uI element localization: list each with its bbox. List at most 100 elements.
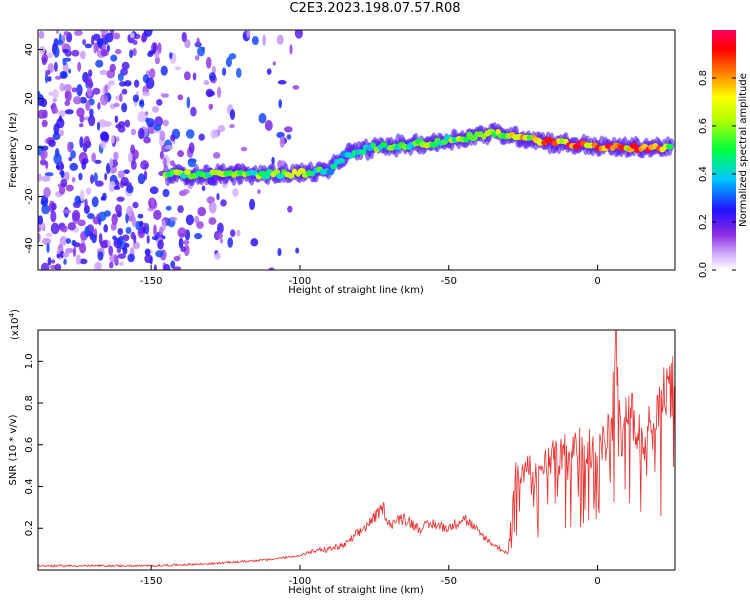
- noise-point: [197, 46, 205, 57]
- noise-point: [196, 37, 200, 47]
- noise-point: [41, 175, 51, 182]
- noise-point: [139, 99, 145, 105]
- snr-line-group: [38, 330, 675, 568]
- noise-point: [180, 246, 187, 253]
- noise-point: [249, 198, 256, 211]
- noise-point: [97, 102, 101, 110]
- ridge-point: [309, 170, 316, 177]
- noise-point: [100, 140, 107, 149]
- noise-point: [117, 121, 126, 128]
- noise-point: [79, 189, 85, 202]
- noise-point: [225, 56, 233, 68]
- noise-point: [60, 170, 65, 179]
- x-tick-label: -100: [289, 576, 312, 587]
- noise-point: [182, 240, 190, 245]
- noise-point: [50, 210, 57, 223]
- spectrogram-x-axis: -150 -100 -50 0: [140, 265, 601, 287]
- noise-point: [129, 32, 135, 39]
- noise-point: [177, 205, 184, 214]
- noise-point: [164, 144, 174, 150]
- noise-point: [115, 204, 122, 214]
- noise-point: [53, 153, 62, 165]
- noise-point: [120, 176, 130, 187]
- noise-point: [91, 35, 95, 46]
- noise-point: [60, 178, 68, 188]
- noise-point: [110, 135, 115, 144]
- noise-point: [109, 63, 116, 73]
- noise-point: [236, 229, 241, 237]
- noise-point: [154, 56, 160, 65]
- noise-point: [75, 254, 81, 265]
- noise-point: [95, 180, 104, 187]
- noise-point: [219, 238, 224, 244]
- noise-point: [216, 86, 222, 99]
- noise-point: [85, 100, 91, 112]
- noise-point: [98, 232, 103, 245]
- noise-point: [130, 144, 135, 156]
- noise-point: [153, 209, 162, 221]
- snr-y-label: SNR (10 * v/v): [8, 414, 19, 485]
- noise-point: [130, 128, 137, 136]
- noise-point: [52, 88, 59, 99]
- noise-point: [39, 159, 47, 166]
- noise-point: [79, 50, 86, 60]
- noise-point: [72, 246, 77, 258]
- noise-point: [92, 87, 101, 95]
- noise-point: [71, 177, 76, 183]
- colorbar: 0.0 0.2 0.4 0.6 0.8 Normalized spectral ampl…: [698, 30, 749, 278]
- noise-point: [109, 157, 114, 168]
- noise-point: [71, 209, 81, 222]
- noise-point: [68, 156, 73, 162]
- noise-point: [86, 213, 95, 220]
- noise-point: [178, 237, 184, 249]
- noise-point: [160, 65, 168, 76]
- noise-point: [284, 126, 293, 133]
- noise-point: [113, 151, 119, 161]
- noise-point: [91, 234, 97, 244]
- spectral-ridge: [162, 122, 675, 187]
- x-tick-label: -150: [140, 576, 163, 587]
- noise-point: [287, 205, 293, 213]
- ridge-point: [326, 168, 335, 175]
- noise-point: [68, 68, 72, 74]
- y-tick-label: 40: [24, 43, 35, 56]
- noise-point: [217, 124, 225, 133]
- noise-point: [63, 258, 67, 265]
- noise-point: [117, 253, 127, 260]
- noise-point: [41, 204, 50, 215]
- noise-point: [185, 129, 195, 139]
- noise-point: [122, 246, 128, 255]
- noise-point: [170, 216, 178, 222]
- y-tick-label: 0.2: [24, 520, 35, 536]
- noise-point: [143, 30, 153, 37]
- noise-point: [40, 98, 48, 108]
- ridge-point: [630, 142, 638, 149]
- noise-point: [64, 100, 71, 107]
- noise-point: [276, 34, 284, 45]
- noise-point: [104, 84, 109, 94]
- noise-point: [156, 98, 163, 106]
- y-tick-label: 20: [24, 92, 35, 105]
- noise-point: [78, 123, 84, 128]
- noise-point: [232, 188, 239, 197]
- noise-point: [203, 80, 210, 85]
- noise-point: [100, 196, 105, 201]
- noise-point: [77, 219, 86, 227]
- x-tick-label: -100: [289, 276, 312, 287]
- noise-point: [58, 185, 66, 195]
- y-tick-label: -20: [24, 188, 35, 204]
- noise-point: [155, 250, 164, 258]
- noise-point: [227, 237, 234, 248]
- noise-point: [91, 196, 99, 208]
- noise-point: [216, 192, 220, 201]
- noise-point: [47, 76, 52, 82]
- noise-point: [262, 34, 266, 46]
- noise-point: [230, 229, 236, 238]
- noise-point: [132, 94, 139, 103]
- noise-point: [44, 73, 49, 84]
- noise-point: [140, 160, 150, 170]
- noise-point: [165, 205, 172, 211]
- noise-point: [67, 222, 76, 231]
- noise-point: [229, 109, 236, 121]
- noise-point: [132, 48, 137, 57]
